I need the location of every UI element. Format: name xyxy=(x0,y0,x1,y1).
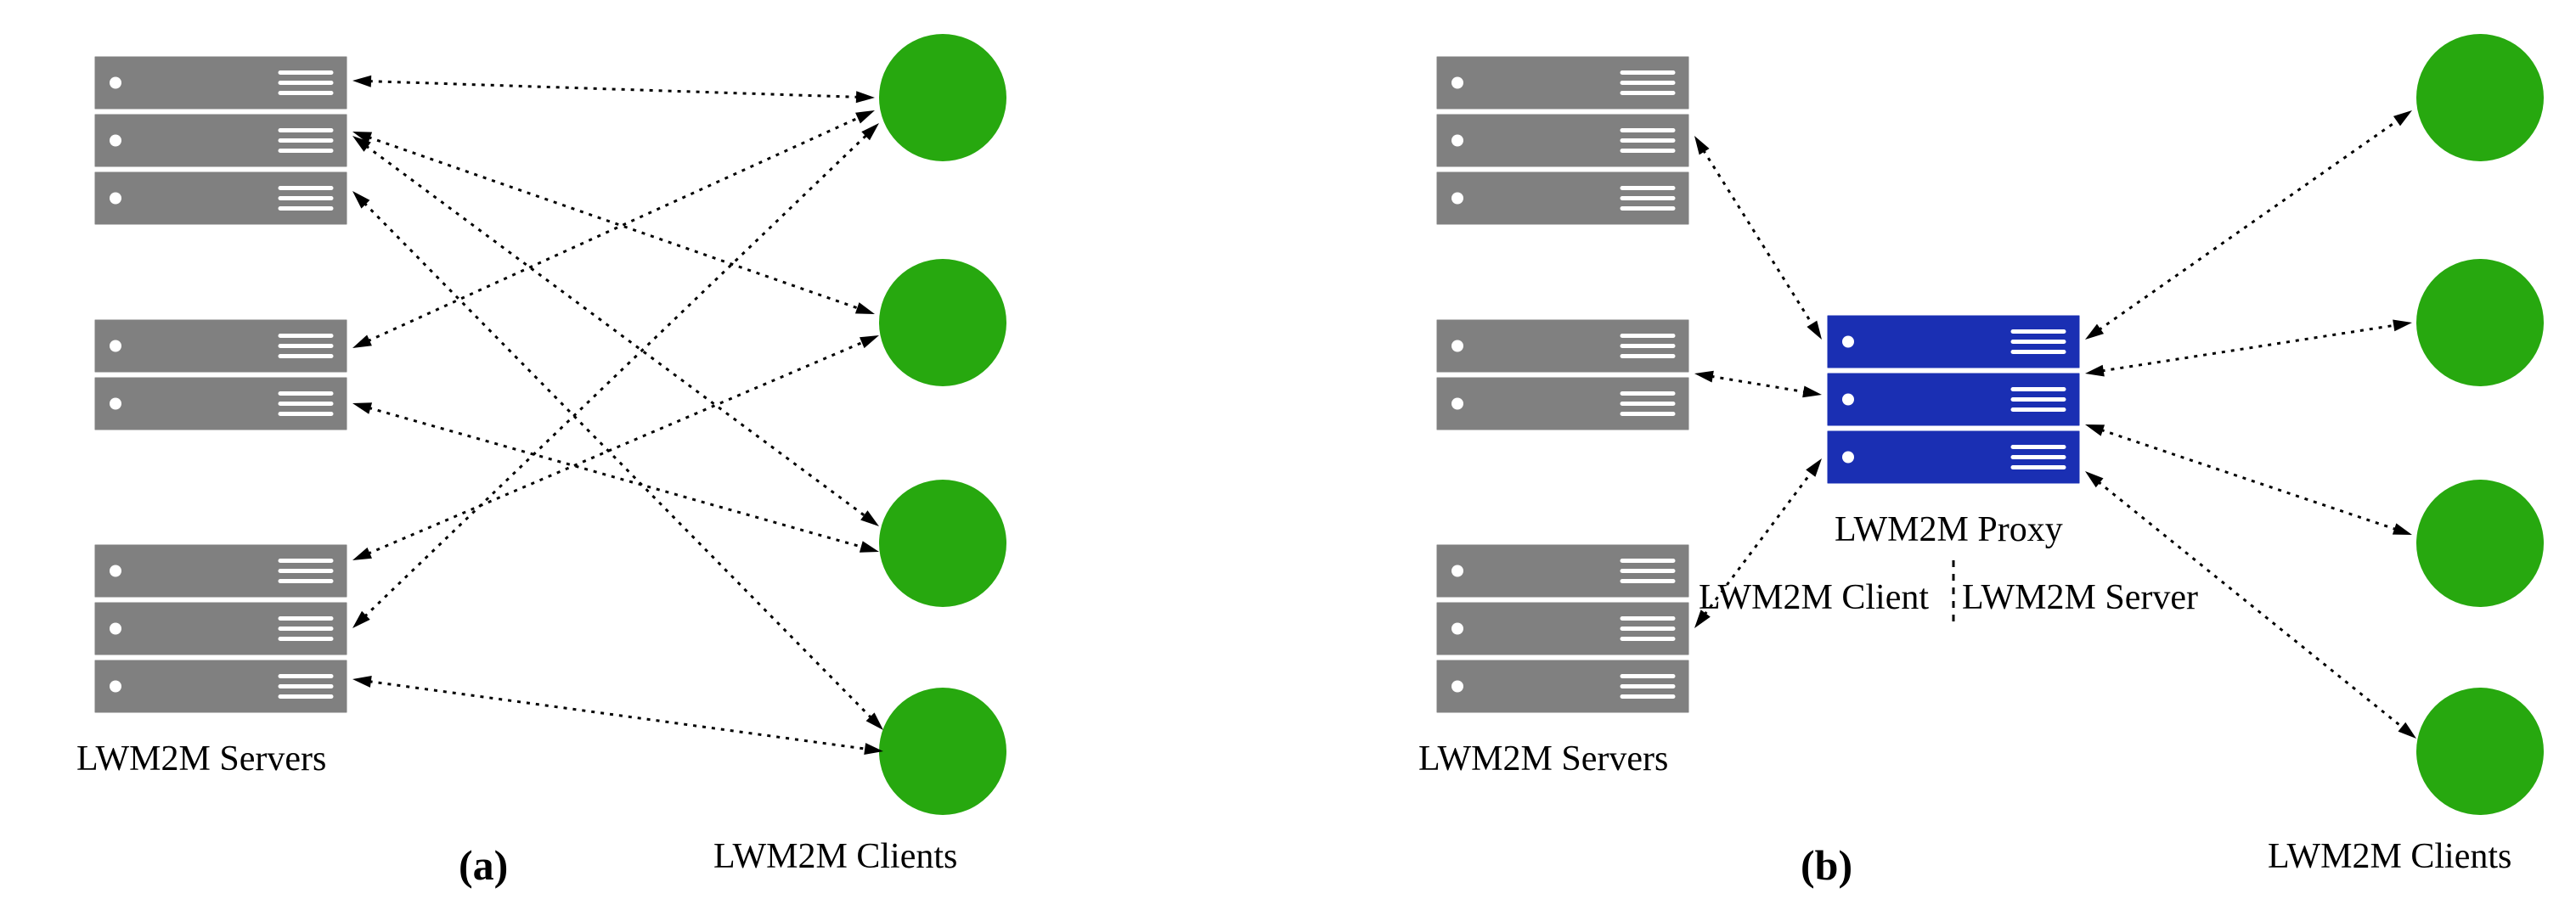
client-node-a-2 xyxy=(879,480,1006,607)
server-stack-b-0 xyxy=(1435,55,1690,226)
client-node-b-2 xyxy=(2416,480,2544,607)
server-stack-a-1 xyxy=(93,318,348,431)
diagram-canvas: LWM2M Servers LWM2M Clients (a) LWM2M Se… xyxy=(0,0,2576,916)
label-clients-a: LWM2M Clients xyxy=(713,836,957,877)
client-node-b-3 xyxy=(2416,688,2544,815)
edge-b-right-2 xyxy=(2085,424,2412,535)
edge-a-1 xyxy=(352,132,875,314)
label-servers-a: LWM2M Servers xyxy=(76,739,326,779)
label-proxy-right: LWM2M Server xyxy=(1962,577,2198,618)
client-node-b-1 xyxy=(2416,259,2544,386)
edge-b-left-0 xyxy=(1694,136,1822,340)
sublabel-b: (b) xyxy=(1801,840,1852,890)
edge-a-8 xyxy=(352,676,883,755)
client-node-b-0 xyxy=(2416,34,2544,161)
label-proxy: LWM2M Proxy xyxy=(1835,509,2063,550)
sublabel-a: (a) xyxy=(459,840,508,890)
edge-a-2 xyxy=(352,136,879,526)
client-node-a-0 xyxy=(879,34,1006,161)
server-stack-b-2 xyxy=(1435,543,1690,714)
edge-a-3 xyxy=(352,191,883,730)
edge-a-6 xyxy=(352,335,879,560)
edge-a-5 xyxy=(352,402,879,553)
server-stack-a-2 xyxy=(93,543,348,714)
edge-a-4 xyxy=(352,110,875,348)
edge-a-0 xyxy=(352,76,875,104)
svg-layer xyxy=(0,0,2576,916)
edge-b-right-0 xyxy=(2085,110,2412,340)
server-stack-b-1 xyxy=(1435,318,1690,431)
client-node-a-3 xyxy=(879,688,1006,815)
client-node-a-1 xyxy=(879,259,1006,386)
label-clients-b: LWM2M Clients xyxy=(2268,836,2511,877)
label-servers-b: LWM2M Servers xyxy=(1418,739,1668,779)
edge-a-7 xyxy=(352,123,879,628)
edge-b-right-1 xyxy=(2085,319,2412,376)
server-stack-a-0 xyxy=(93,55,348,226)
label-proxy-left: LWM2M Client xyxy=(1699,577,1929,618)
proxy-stack xyxy=(1826,314,2081,485)
edge-b-left-1 xyxy=(1694,371,1822,398)
